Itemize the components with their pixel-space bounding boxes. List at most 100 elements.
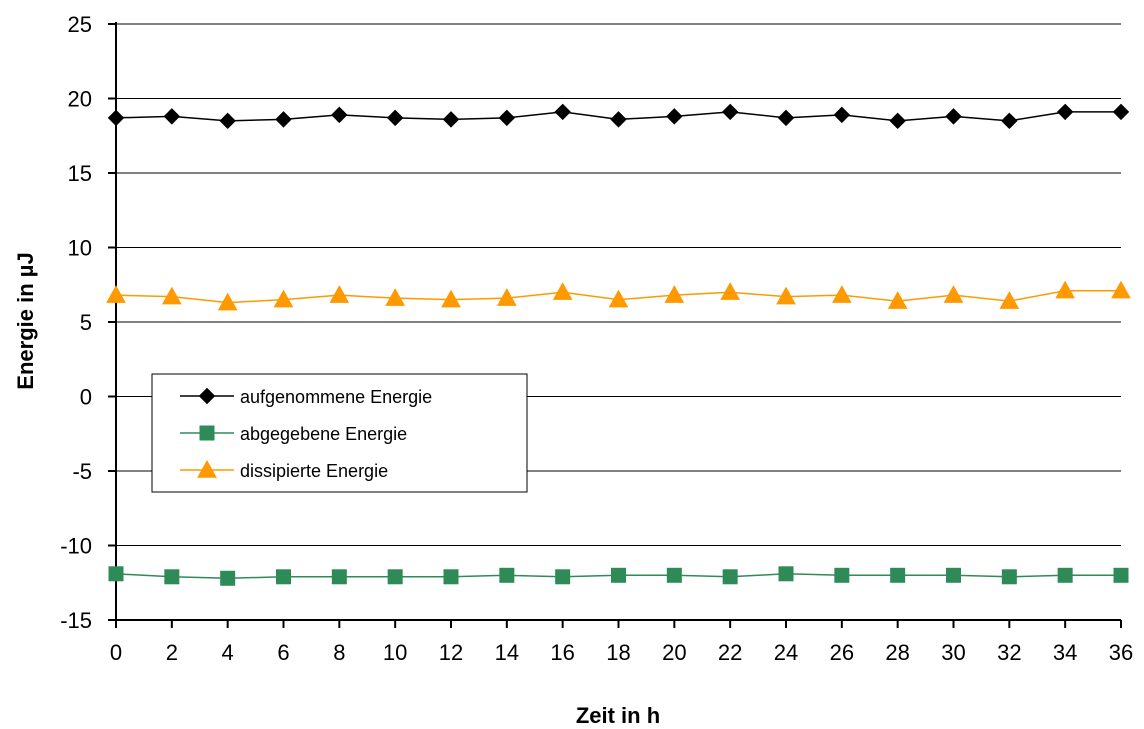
x-tick-label: 6 — [277, 640, 289, 665]
x-tick-label: 36 — [1109, 640, 1133, 665]
data-point — [385, 288, 406, 306]
y-tick-label: 5 — [80, 310, 92, 335]
x-tick-label: 2 — [166, 640, 178, 665]
y-tick-label: 25 — [68, 12, 92, 37]
y-tick-label: 15 — [68, 161, 92, 186]
x-tick-label: 26 — [830, 640, 854, 665]
legend-marker — [198, 387, 216, 405]
y-tick-label: 0 — [80, 385, 92, 410]
series-2 — [106, 280, 1131, 311]
data-point — [1001, 569, 1017, 585]
series-layer — [106, 103, 1131, 586]
legend-label: dissipierte Energie — [240, 461, 388, 481]
data-point — [161, 286, 182, 305]
y-tick-label: 10 — [68, 236, 92, 261]
data-point — [887, 291, 908, 309]
data-point — [945, 108, 962, 125]
data-point — [329, 285, 350, 303]
x-tick-label: 16 — [550, 640, 574, 665]
data-point — [833, 106, 851, 124]
data-point — [611, 567, 626, 583]
legend-entry: dissipierte Energie — [180, 459, 388, 481]
data-point — [164, 569, 180, 585]
data-point — [496, 288, 517, 306]
data-point — [555, 569, 571, 585]
data-point — [499, 567, 515, 583]
x-axis: 0 2 4 6 8 10 12 14 16 18 20 22 24 26 28 30 32 34 36 — [110, 619, 1133, 665]
data-point — [443, 569, 459, 585]
legend-entry: aufgenommene Energie — [180, 387, 432, 407]
x-tick-label: 20 — [662, 640, 686, 665]
legend-label: aufgenommene Energie — [240, 387, 432, 407]
data-point — [666, 567, 682, 583]
data-point — [1001, 112, 1018, 130]
y-axis: -15 -10 -5 0 5 10 15 20 25 — [60, 12, 117, 633]
data-point — [220, 570, 236, 586]
y-tick-label: -5 — [72, 459, 92, 484]
legend-entry: abgegebene Energie — [180, 424, 407, 444]
y-tick-label: 20 — [68, 87, 92, 112]
data-point — [1057, 567, 1073, 583]
data-point — [889, 112, 906, 130]
data-point — [1113, 567, 1129, 583]
x-tick-label: 24 — [774, 640, 798, 665]
x-tick-label: 22 — [718, 640, 742, 665]
data-point — [107, 109, 125, 127]
data-point — [666, 108, 683, 125]
data-point — [1112, 103, 1130, 121]
data-point — [610, 111, 627, 128]
data-point — [778, 566, 794, 582]
x-tick-label: 12 — [439, 640, 463, 665]
data-point — [999, 291, 1020, 309]
data-point — [946, 567, 961, 583]
data-point — [1056, 103, 1074, 121]
y-tick-label: -10 — [60, 534, 92, 559]
data-point — [777, 109, 795, 127]
x-tick-label: 0 — [110, 640, 122, 665]
legend-label: abgegebene Energie — [240, 424, 407, 444]
data-point — [834, 567, 850, 583]
data-point — [554, 103, 571, 121]
x-axis-title: Zeit in h — [576, 703, 660, 728]
data-point — [552, 282, 573, 300]
data-point — [331, 569, 347, 585]
data-point — [387, 569, 403, 585]
data-point — [890, 567, 906, 583]
data-point — [1055, 280, 1076, 299]
x-tick-label: 10 — [383, 640, 407, 665]
data-point — [720, 282, 741, 300]
data-point — [943, 285, 964, 303]
legend-marker — [199, 425, 215, 441]
data-point — [217, 292, 238, 311]
x-tick-label: 30 — [941, 640, 965, 665]
data-point — [722, 569, 738, 585]
x-tick-label: 34 — [1053, 640, 1077, 665]
data-point — [442, 111, 460, 128]
data-point — [776, 286, 796, 305]
y-axis-title: Energie in µJ — [13, 252, 38, 389]
x-tick-label: 8 — [333, 640, 345, 665]
data-point — [1111, 280, 1131, 299]
x-tick-label: 32 — [997, 640, 1021, 665]
legend: aufgenommene Energie abgegebene Energie di… — [151, 373, 528, 493]
series-0 — [107, 103, 1130, 130]
data-point — [498, 109, 516, 127]
data-point — [276, 569, 291, 585]
data-point — [386, 109, 404, 127]
data-point — [106, 285, 126, 303]
data-point — [275, 111, 292, 128]
series-1 — [108, 566, 1129, 586]
data-point — [273, 289, 294, 308]
data-point — [163, 108, 181, 125]
data-point — [664, 285, 685, 303]
legend-marker — [197, 459, 217, 478]
data-point — [108, 566, 124, 582]
y-tick-label: -15 — [60, 608, 92, 633]
x-tick-label: 28 — [885, 640, 909, 665]
data-point — [441, 289, 461, 308]
data-point — [721, 103, 739, 121]
data-point — [331, 106, 348, 124]
data-point — [219, 112, 236, 130]
x-tick-label: 4 — [222, 640, 234, 665]
